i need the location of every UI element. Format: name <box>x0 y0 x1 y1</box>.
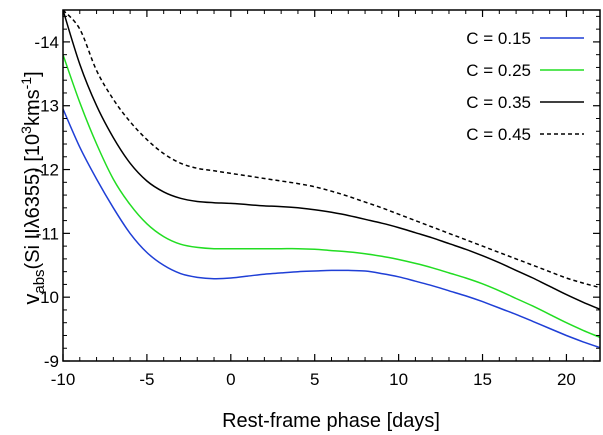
y-tick-label: -14 <box>34 33 59 52</box>
y-axis-title-rest: (Si IIλ6355) [10 <box>22 134 44 270</box>
y-axis-title-main: v <box>19 294 44 305</box>
y-axis-title-sup1: 3 <box>18 126 34 134</box>
y-axis-title-end: ] <box>22 71 44 77</box>
y-axis-title-sup2: -1 <box>18 77 34 90</box>
x-axis-title: Rest-frame phase [days] <box>222 410 440 432</box>
series-line-1 <box>63 108 600 349</box>
series-group <box>63 10 600 349</box>
legend: C = 0.15 C = 0.25 C = 0.35 C = 0.45 <box>466 29 584 144</box>
y-axis-title-sub: abs <box>31 269 48 293</box>
y-tick-label: -12 <box>34 161 59 180</box>
legend-label-4: C = 0.45 <box>466 125 531 144</box>
x-tick-label: 15 <box>473 370 492 389</box>
y-tick-label: -11 <box>36 224 59 243</box>
legend-label-3: C = 0.35 <box>466 93 531 112</box>
legend-label-1: C = 0.15 <box>466 29 531 48</box>
x-tick-label: -10 <box>51 370 76 389</box>
legend-label-2: C = 0.25 <box>466 61 531 80</box>
y-axis-title-units: kms <box>22 89 44 126</box>
x-tick-label: 5 <box>310 370 319 389</box>
series-line-2 <box>63 54 600 339</box>
x-tick-label: -5 <box>139 370 154 389</box>
y-axis-title: vabs(Si IIλ6355) [103kms-1] <box>18 71 48 304</box>
x-tick-label: 10 <box>389 370 408 389</box>
x-tick-label: 0 <box>226 370 235 389</box>
series-line-3 <box>63 10 600 310</box>
y-tick-label: -13 <box>34 97 59 116</box>
x-axis-ticks: -10 -5 0 5 10 15 20 <box>51 10 601 389</box>
x-tick-label: 20 <box>557 370 576 389</box>
y-axis-ticks: -9 10 -11 -12 -13 -14 <box>34 15 600 371</box>
series-line-4 <box>63 10 600 289</box>
y-tick-label: -9 <box>44 352 59 371</box>
y-tick-label: 10 <box>40 288 59 307</box>
